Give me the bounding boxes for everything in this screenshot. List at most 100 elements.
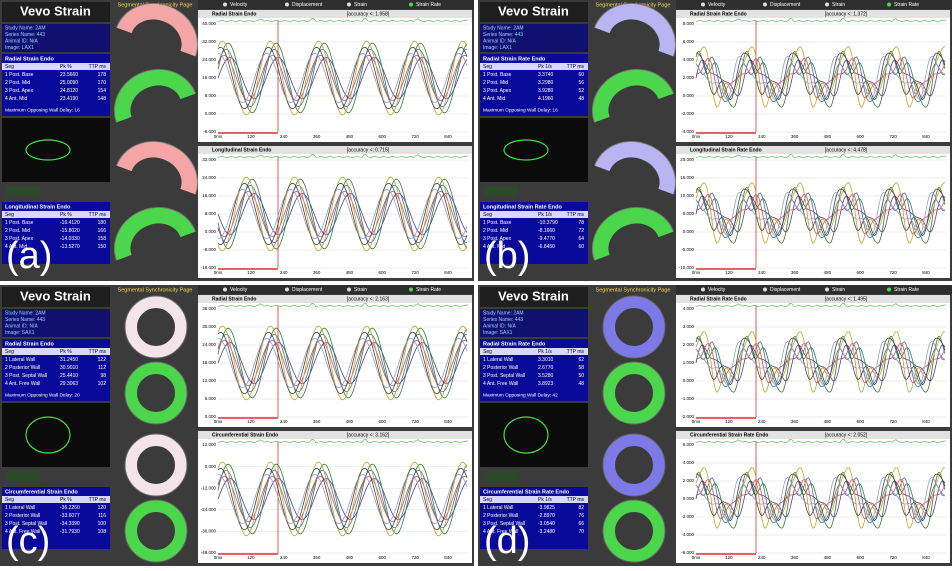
mode-label[interactable]: Velocity (708, 287, 726, 293)
y-tick-label: 16.000 (202, 193, 216, 198)
x-tick-label: 240 (758, 555, 766, 560)
table-cell: 2 Posterior Wall (5, 365, 40, 371)
chart-note: [accuracy <: 1.372] (825, 11, 868, 17)
y-tick-label: 20.000 (680, 157, 694, 162)
table-cell: -8.1660 (538, 228, 555, 234)
mode-radio[interactable] (223, 288, 227, 292)
mode-label[interactable]: Velocity (230, 287, 248, 293)
table-cell: 25.0090 (60, 80, 78, 86)
table-title: Longitudinal Strain Endo (5, 204, 71, 210)
y-tick-label: 8.000 (205, 211, 217, 216)
y-tick-label: 36.000 (202, 306, 216, 311)
y-tick-label: 2.000 (683, 342, 695, 347)
x-tick-label: 600 (857, 555, 865, 560)
delay-note: Maximum Opposing Wall Delay: 16 (5, 107, 80, 113)
mode-radio[interactable] (285, 288, 289, 292)
table-cell: -14.0330 (60, 236, 80, 242)
x-tick-label: 600 (379, 134, 387, 139)
icon-row (484, 471, 518, 481)
chart-title: Radial Strain Rate Endo (690, 11, 747, 17)
table-cell: 25.4410 (60, 373, 78, 379)
table-cell: 76 (578, 513, 584, 519)
x-tick-label: 120 (247, 134, 255, 139)
mode-label[interactable]: Strain (832, 287, 845, 293)
y-tick-label: -36.000 (201, 529, 217, 534)
panel: Vevo StrainStudy Name: 2AMSeries Name: 4… (0, 0, 474, 281)
table-cell: 122 (98, 357, 107, 363)
table-cell: 116 (98, 513, 106, 519)
table-cell: 1 Lateral Wall (5, 505, 35, 511)
mode-label[interactable]: Displacement (770, 2, 801, 8)
table-cell: 72 (578, 228, 584, 234)
page-title: Segmental Synchronicity Page (596, 287, 671, 293)
table-cell: -2.8970 (538, 513, 555, 519)
x-tick-label: 0ms (692, 419, 701, 424)
mode-radio[interactable] (825, 3, 829, 7)
x-tick-label: 360 (791, 270, 799, 275)
chart-note: [accuracy <: 3.162] (347, 432, 390, 438)
mode-radio[interactable] (701, 3, 705, 7)
info-line: Image: SAX1 (483, 330, 513, 336)
mode-radio[interactable] (347, 3, 351, 7)
table-cell: 60 (578, 72, 584, 78)
table-cell: 48 (578, 96, 584, 102)
y-tick-label: 0.000 (205, 464, 217, 469)
x-tick-label: 120 (725, 555, 733, 560)
mode-radio[interactable] (285, 3, 289, 7)
mode-label[interactable]: Strain (832, 2, 845, 8)
mode-radio[interactable] (347, 288, 351, 292)
table-cell: TTP ms (89, 212, 107, 218)
y-tick-label: 2.000 (683, 75, 695, 80)
x-tick-label: 480 (824, 270, 832, 275)
chart-bg (198, 295, 472, 427)
table-title: Longitudinal Strain Rate Endo (483, 204, 562, 210)
y-tick-label: 8.000 (205, 93, 217, 98)
table-cell: 1 Post. Base (483, 72, 512, 78)
mode-label[interactable]: Strain (354, 2, 367, 8)
info-line: Animal ID: N/A (483, 323, 516, 329)
y-tick-label: -2.000 (681, 514, 694, 519)
table-cell: 1 Post. Base (5, 220, 34, 226)
y-tick-label: 0.000 (683, 93, 695, 98)
x-tick-label: 360 (313, 134, 321, 139)
mode-radio[interactable] (409, 3, 413, 7)
x-tick-label: 120 (725, 134, 733, 139)
table-cell: 150 (98, 244, 107, 250)
table-cell: 3 Post. Septal Wall (483, 373, 525, 379)
table-cell: 29.3063 (60, 381, 78, 387)
table-cell: 3.2980 (538, 80, 554, 86)
table-cell: 1 Post. Base (483, 220, 512, 226)
mode-label[interactable]: Strain Rate (416, 2, 441, 8)
mode-label[interactable]: Displacement (292, 287, 323, 293)
y-tick-label: 6.000 (205, 396, 217, 401)
ultrasound-image (480, 403, 588, 467)
mode-label[interactable]: Strain Rate (894, 287, 919, 293)
y-tick-label: 12.000 (202, 442, 216, 447)
mode-label[interactable]: Displacement (292, 2, 323, 8)
x-tick-label: 480 (346, 134, 354, 139)
panel-label: (a) (6, 235, 52, 277)
mode-radio[interactable] (223, 3, 227, 7)
mode-label[interactable]: Strain Rate (894, 2, 919, 8)
mode-label[interactable]: Velocity (230, 2, 248, 8)
delay-note: Maximum Opposing Wall Delay: 42 (483, 392, 558, 398)
logo: Vevo Strain (20, 3, 91, 18)
x-tick-label: 0ms (214, 134, 223, 139)
mode-label[interactable]: Strain (354, 287, 367, 293)
icon-row (484, 186, 518, 196)
mode-radio[interactable] (825, 288, 829, 292)
mode-radio[interactable] (701, 288, 705, 292)
mode-label[interactable]: Displacement (770, 287, 801, 293)
mode-radio[interactable] (887, 3, 891, 7)
table-cell: 3.5280 (538, 373, 554, 379)
mode-label[interactable]: Strain Rate (416, 287, 441, 293)
mode-radio[interactable] (887, 288, 891, 292)
mode-radio[interactable] (763, 3, 767, 7)
y-tick-label: 24.000 (202, 175, 216, 180)
y-tick-label: 15.000 (680, 175, 694, 180)
mode-radio[interactable] (763, 288, 767, 292)
table-cell: 3.9280 (538, 88, 554, 94)
y-tick-label: 0.000 (683, 229, 695, 234)
mode-label[interactable]: Velocity (708, 2, 726, 8)
mode-radio[interactable] (409, 288, 413, 292)
